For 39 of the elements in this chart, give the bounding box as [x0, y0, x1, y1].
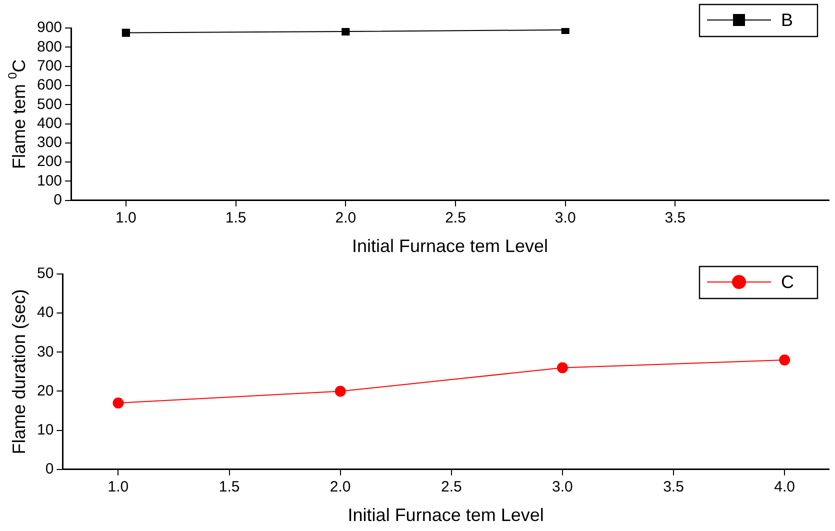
y-tick-label: 900 — [36, 19, 62, 36]
y-tick-label: 400 — [36, 114, 62, 132]
y-tick-label: 30 — [36, 343, 54, 360]
y-tick-label: 50 — [36, 265, 54, 282]
point — [334, 386, 346, 397]
x-tick-label: 1.0 — [108, 478, 129, 496]
y-tick-label: 300 — [36, 134, 62, 152]
y-axis-title: Flame duration (sec) — [8, 289, 29, 454]
legend-label: B — [781, 10, 794, 30]
x-tick-label: 3.0 — [552, 478, 573, 496]
y-tick-label: 100 — [36, 172, 62, 190]
y-tick-label: 40 — [36, 304, 54, 322]
y-tick-label: 500 — [36, 96, 62, 113]
x-tick-label: 3.0 — [554, 210, 576, 227]
y-tick-label: 0 — [45, 460, 54, 478]
y-tick-label: 20 — [36, 382, 54, 400]
x-tick-label: 1.5 — [225, 210, 246, 227]
x-tick-label: 4.0 — [774, 478, 796, 496]
y-tick-label: 600 — [36, 76, 62, 94]
point — [779, 354, 790, 366]
x-tick-label: 1.5 — [218, 478, 240, 496]
legend-label: C — [781, 272, 794, 292]
y-tick-label: 200 — [36, 153, 62, 170]
x-tick-label: 2.5 — [440, 478, 462, 496]
point — [112, 397, 124, 408]
x-tick-label: 2.5 — [445, 210, 466, 227]
y-tick-label: 0 — [54, 192, 62, 209]
y-tick-label: 10 — [36, 421, 54, 438]
x-axis-title: Initial Furnace tem Level — [348, 505, 544, 526]
x-tick-label: 3.5 — [664, 210, 686, 227]
y-tick-label: 800 — [36, 38, 62, 56]
x-tick-label: 3.5 — [663, 478, 684, 496]
x-tick-label: 2.0 — [330, 478, 351, 496]
x-axis-title: Initial Furnace tem Level — [352, 236, 548, 256]
point — [556, 362, 568, 374]
x-tick-label: 1.0 — [116, 210, 136, 227]
y-tick-label: 700 — [36, 57, 62, 74]
y-axis-title: Flame tem 0C — [5, 59, 29, 170]
x-tick-label: 2.0 — [335, 210, 356, 227]
